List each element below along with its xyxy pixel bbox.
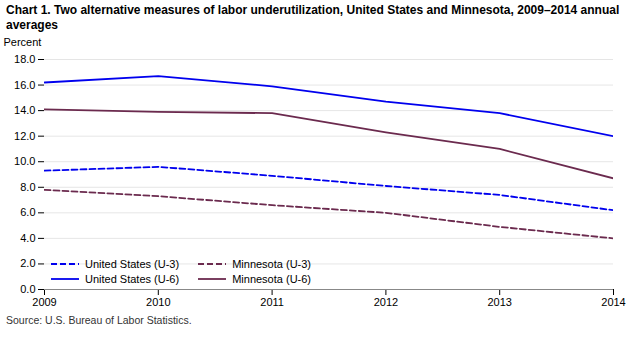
svg-text:12.0: 12.0 xyxy=(14,130,35,142)
svg-text:4.0: 4.0 xyxy=(20,232,35,244)
html-text:United States (U-6): United States (U-6) xyxy=(85,273,180,285)
svg-text:14.0: 14.0 xyxy=(14,104,35,116)
svg-text:16.0: 16.0 xyxy=(14,79,35,91)
svg-text:18.0: 18.0 xyxy=(14,53,35,65)
svg-text:6.0: 6.0 xyxy=(20,206,35,218)
svg-text:2013: 2013 xyxy=(487,296,511,308)
svg-text:2010: 2010 xyxy=(146,296,170,308)
svg-text:2011: 2011 xyxy=(260,296,284,308)
html-text:Chart 1. Two alternative measu: Chart 1. Two alternative measures of lab… xyxy=(6,3,620,32)
svg-text:2012: 2012 xyxy=(374,296,398,308)
svg-text:8.0: 8.0 xyxy=(20,181,35,193)
svg-text:10.0: 10.0 xyxy=(14,155,35,167)
svg-text:2014: 2014 xyxy=(601,296,625,308)
html-text:United States (U-3): United States (U-3) xyxy=(85,258,180,270)
svg-text:0.0: 0.0 xyxy=(20,283,35,295)
svg-text:2009: 2009 xyxy=(32,296,56,308)
html-text:Source: U.S. Bureau of Labor S: Source: U.S. Bureau of Labor Statistics. xyxy=(6,314,192,326)
svg-text:2.0: 2.0 xyxy=(20,257,35,269)
html-text:Minnesota (U-6): Minnesota (U-6) xyxy=(232,273,311,285)
html-text:Minnesota (U-3): Minnesota (U-3) xyxy=(232,258,311,270)
svg-text:Percent: Percent xyxy=(4,36,42,48)
